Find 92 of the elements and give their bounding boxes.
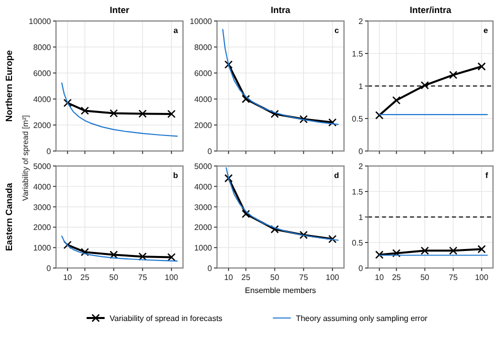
point (449, 70, 458, 80)
point (167, 110, 176, 118)
point (299, 115, 308, 124)
y-tick-label: 0 (208, 147, 213, 156)
y-tick-label: 0 (358, 147, 364, 156)
y-tick-label: 8000 (33, 43, 52, 52)
annotation: f (485, 171, 488, 180)
y-tick-label: 3000 (194, 202, 213, 212)
x-tick-label: 10 (224, 273, 234, 282)
point (242, 94, 250, 104)
y-tick-label: 5000 (194, 162, 213, 171)
y-tick-label: 6000 (194, 69, 213, 78)
point (270, 110, 279, 118)
y-tick-label: 0 (46, 264, 52, 273)
chart-title: Inter/intra (410, 5, 452, 15)
point (270, 225, 279, 234)
point (328, 118, 337, 127)
x-tick-label: 25 (392, 273, 402, 282)
y-tick-label: 1.5 (352, 188, 364, 196)
legend-label: Variability of spread in forecasts (110, 314, 222, 323)
point (242, 210, 250, 218)
annotation: d (334, 171, 340, 180)
annotation: b (173, 171, 178, 180)
y-tick-label: 0.5 (352, 114, 364, 124)
point (392, 96, 401, 104)
chart-title: Inter (110, 5, 130, 15)
point (299, 230, 308, 240)
y-tick-label: 2000 (194, 223, 213, 232)
x-tick-label: 100 (164, 273, 179, 282)
y-tick-label: 1 (358, 82, 364, 91)
y-tick-label: 2000 (33, 223, 52, 232)
y-tick-label: 2000 (194, 121, 213, 130)
x-tick-label: 10 (374, 273, 384, 282)
point (63, 240, 72, 250)
x-axis-title: Ensemble members (244, 286, 316, 295)
x-tick-label: 25 (80, 273, 90, 282)
point (63, 98, 72, 108)
x-tick-label: 10 (63, 273, 73, 282)
point (477, 62, 486, 71)
y-tick-label: 3000 (33, 202, 52, 212)
y-tick-label: 5000 (33, 162, 52, 171)
point (110, 250, 118, 259)
point (224, 174, 233, 182)
text: Northern Europe (4, 50, 14, 122)
point (167, 253, 176, 262)
point (420, 81, 429, 90)
annotation: c (334, 26, 340, 35)
line-series (61, 236, 178, 262)
y-tick-label: 6000 (33, 69, 52, 78)
y-tick-label: 4000 (33, 182, 52, 192)
x-tick-label: 75 (448, 273, 458, 282)
x-tick-label: 25 (241, 273, 251, 282)
annotation: a (174, 26, 179, 35)
y-tick-label: 2 (358, 17, 364, 26)
x-tick-label: 100 (474, 273, 489, 282)
text: Eastern Canada (4, 182, 14, 252)
y-tick-label: 1 (358, 213, 364, 222)
annotation: e (484, 26, 489, 35)
point (375, 111, 384, 120)
point (80, 106, 90, 115)
y-tick-label: 4000 (33, 95, 52, 104)
legend-label: Theory assuming only sampling error (296, 314, 428, 323)
y-tick-label: 4000 (194, 95, 213, 104)
y-tick-label: 10000 (28, 17, 52, 26)
y-tick-label: 1000 (33, 244, 52, 253)
point (328, 234, 337, 244)
y-tick-label: 8000 (194, 43, 213, 52)
x-tick-label: 75 (299, 273, 309, 282)
point (138, 252, 147, 261)
x-tick-label: 75 (138, 273, 148, 282)
line-series (222, 28, 339, 126)
point (110, 109, 118, 118)
y-tick-label: 4000 (194, 182, 213, 192)
x-tick-label: 50 (109, 273, 119, 282)
y-tick-label: 2 (358, 162, 364, 171)
point (138, 110, 147, 118)
x-tick-label: 100 (326, 273, 340, 282)
y-tick-label: 1.5 (352, 50, 364, 58)
point (224, 60, 233, 69)
point (80, 248, 90, 256)
y-tick-label: 0 (358, 264, 364, 273)
y-axis-title: Variability of spread [m²] (21, 115, 30, 201)
y-tick-label: 10000 (190, 17, 213, 26)
y-tick-label: 1000 (194, 244, 213, 253)
chart-title: Intra (270, 5, 292, 15)
line-series (61, 82, 178, 137)
y-tick-label: 2000 (33, 121, 52, 130)
y-tick-label: 0 (46, 147, 52, 156)
x-tick-label: 50 (270, 273, 280, 282)
y-tick-label: 0.5 (352, 238, 364, 248)
x-tick-label: 50 (420, 273, 430, 282)
y-tick-label: 0 (208, 264, 213, 273)
